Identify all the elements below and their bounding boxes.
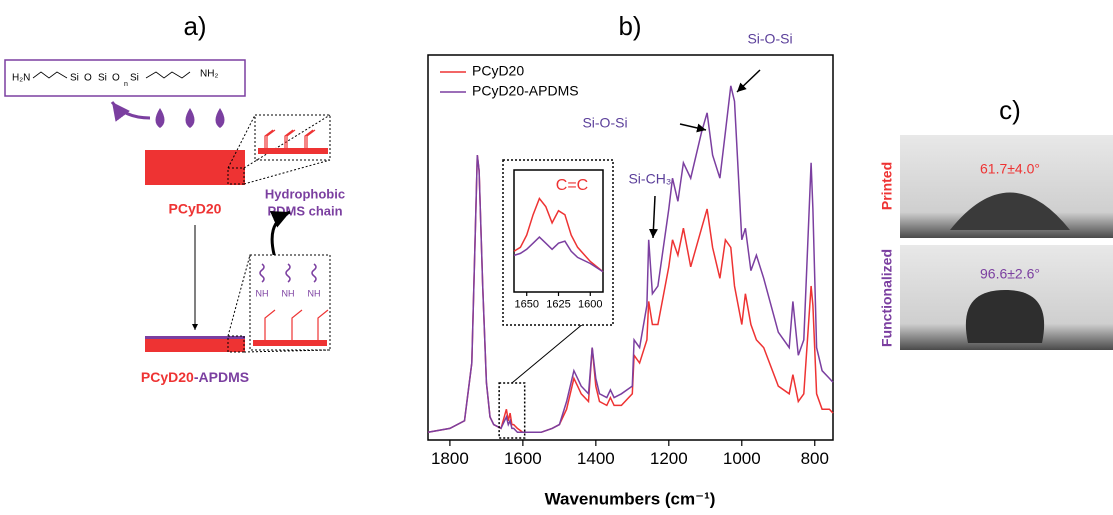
x-tick-label: 1200 (650, 449, 688, 468)
spectrum-line (427, 155, 834, 434)
chain-label: Hydrophobic (265, 186, 345, 201)
formula: H₂N Si O Si O n Si NH₂ (12, 69, 218, 88)
annotation-arrow (736, 69, 761, 93)
row-label: Printed (879, 162, 895, 210)
formula-part: Si (98, 73, 107, 84)
x-tick-label: 800 (801, 449, 829, 468)
plot-frame (427, 54, 834, 441)
x-tick-label: 1625 (546, 299, 570, 311)
peak-annotation: Si-O-Si (582, 115, 627, 131)
legend-label: PCyD20-APDMS (472, 83, 579, 99)
amine-label: NH (282, 288, 295, 298)
amine-label: NH (308, 288, 321, 298)
droplet (950, 192, 1070, 230)
peak-annotation: Si-O-Si (747, 31, 792, 47)
formula-part: Si (70, 73, 79, 84)
spectrum-line (427, 85, 834, 434)
product-part: PCyD20 (141, 369, 194, 385)
formula-part: Si (130, 73, 139, 84)
x-tick-label: 1800 (431, 449, 469, 468)
plot-frame (513, 169, 604, 293)
row-label: Functionalized (879, 249, 895, 347)
spectrum-line (513, 236, 604, 273)
amine-label: NH (256, 288, 269, 298)
formula-part: NH₂ (200, 69, 218, 80)
spectrum-line (513, 197, 604, 273)
panel-label: b) (618, 11, 641, 41)
panel-c: c) 61.7±4.0° 96.6±2.6° Printed Functiona… (879, 95, 1113, 350)
drops (155, 108, 225, 128)
formula-box (4, 59, 246, 97)
x-tick-label: 1400 (577, 449, 615, 468)
chain-label: PDMS chain (267, 203, 342, 218)
product-label: PCyD20-APDMS (141, 369, 249, 385)
formula-part: O (112, 73, 120, 84)
zoom (249, 254, 331, 351)
x-tick-label: 1600 (578, 299, 602, 311)
x-tick-label: 1650 (514, 299, 538, 311)
annotation-arrow (679, 123, 707, 133)
formula-part: H₂N (12, 73, 30, 84)
peak-annotation: Si-CH₃ (628, 171, 671, 187)
substrate-label: PCyD20 (169, 201, 222, 217)
x-tick-label: 1000 (723, 449, 761, 468)
product-part: -APDMS (194, 369, 249, 385)
droplet (965, 290, 1045, 343)
panel-label: a) (183, 11, 206, 41)
formula-part: O (84, 73, 92, 84)
panel-label: c) (999, 95, 1021, 125)
spectra-chart: 1800 1600 1400 1200 1000 800 PCyD20 PCyD20-APDM… (427, 31, 834, 468)
bond (145, 71, 191, 79)
x-axis-label: Wavenumbers (cm⁻¹) (545, 489, 716, 508)
panel-a: a) H₂N Si O Si O n Si NH₂ PCyD20 Hydroph… (4, 11, 345, 385)
product-substrate (145, 336, 245, 352)
x-tick-label: 1600 (504, 449, 542, 468)
angle-label: 96.6±2.6° (980, 266, 1040, 282)
angle-label: 61.7±4.0° (980, 161, 1040, 177)
inset-annotation: C=C (556, 177, 588, 194)
bond (32, 71, 68, 79)
arrow (110, 101, 151, 122)
zoom-region (498, 382, 526, 439)
zoom-arrow (511, 317, 591, 384)
formula-part: n (124, 81, 128, 88)
annotation-arrow (648, 195, 658, 239)
zoom-box (227, 167, 245, 185)
legend-label: PCyD20 (472, 63, 524, 79)
